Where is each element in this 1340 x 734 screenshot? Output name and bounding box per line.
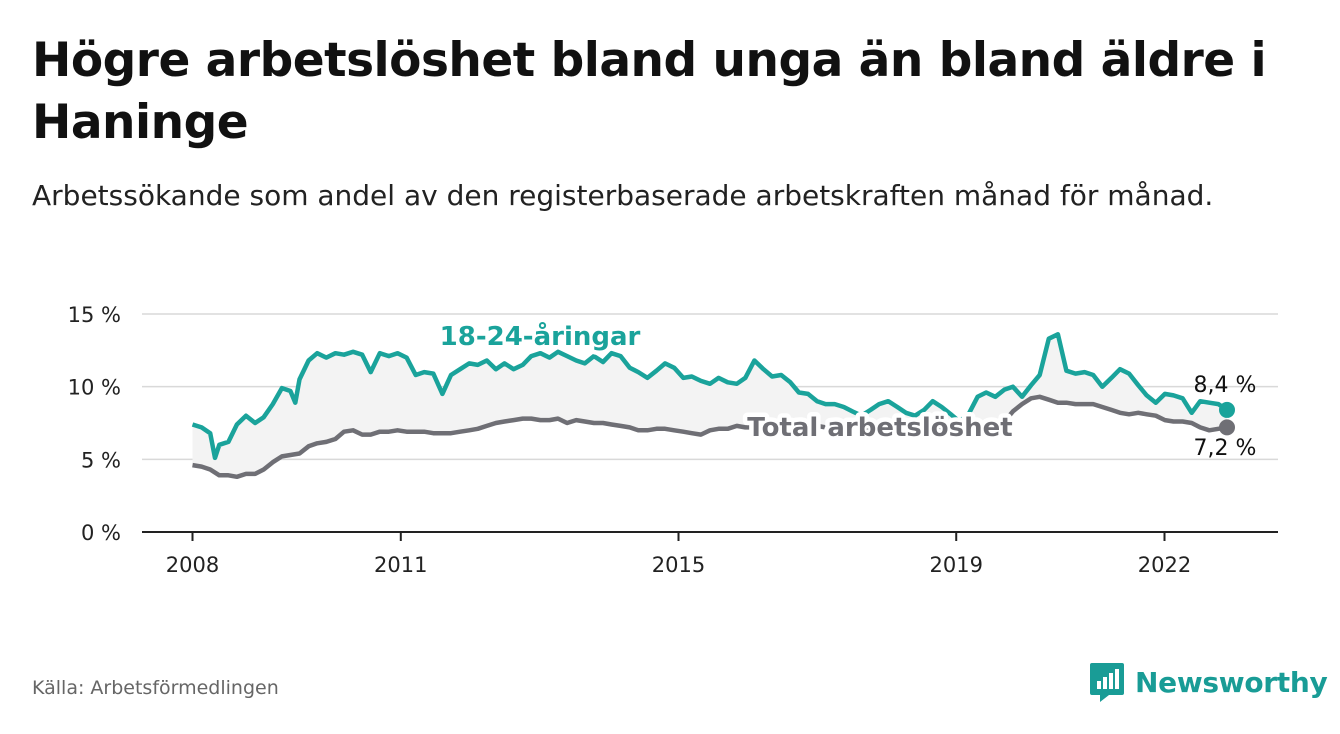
line-chart: 0 % 5 % 10 % 15 % 2008 2011 2015 2019 2022 18-24… bbox=[68, 303, 1278, 577]
end-point-total bbox=[1219, 419, 1235, 436]
y-tick-label: 15 % bbox=[68, 303, 121, 327]
x-tick-label: 2008 bbox=[166, 553, 219, 577]
chart-subtitle: Arbetssökande som andel av den registerb… bbox=[32, 179, 1214, 212]
y-tick-label: 0 % bbox=[81, 521, 121, 545]
newsworthy-icon bbox=[1090, 663, 1124, 702]
series-line-total bbox=[192, 394, 1228, 480]
y-tick-label: 5 % bbox=[81, 448, 121, 472]
brand-logo: Newsworthy bbox=[1089, 660, 1328, 704]
series-label-youth-halo: 18-24-åringar bbox=[440, 320, 641, 352]
end-point-youth bbox=[1219, 401, 1235, 418]
series-label-total: Total arbetslöshet bbox=[747, 413, 1012, 443]
gap-band bbox=[192, 334, 1227, 477]
chart-series bbox=[191, 332, 1235, 480]
end-label-youth: 8,4 % bbox=[1194, 373, 1257, 398]
y-tick-label: 10 % bbox=[68, 376, 121, 400]
source-note: Källa: Arbetsförmedlingen bbox=[32, 677, 279, 699]
x-tick-label: 2015 bbox=[652, 553, 705, 577]
series-label-total-halo: Total arbetslöshet bbox=[747, 413, 1012, 443]
x-tick-label: 2019 bbox=[929, 553, 982, 577]
x-tick-label: 2011 bbox=[374, 553, 427, 577]
series-line-youth bbox=[191, 332, 1229, 461]
chart-title: Högre arbetslöshet bland unga än bland ä… bbox=[32, 33, 1267, 150]
brand-name: Newsworthy bbox=[1135, 665, 1328, 699]
series-label-youth: 18-24-åringar bbox=[440, 320, 641, 352]
end-label-total: 7,2 % bbox=[1194, 436, 1257, 461]
x-tick-label: 2022 bbox=[1138, 553, 1191, 577]
